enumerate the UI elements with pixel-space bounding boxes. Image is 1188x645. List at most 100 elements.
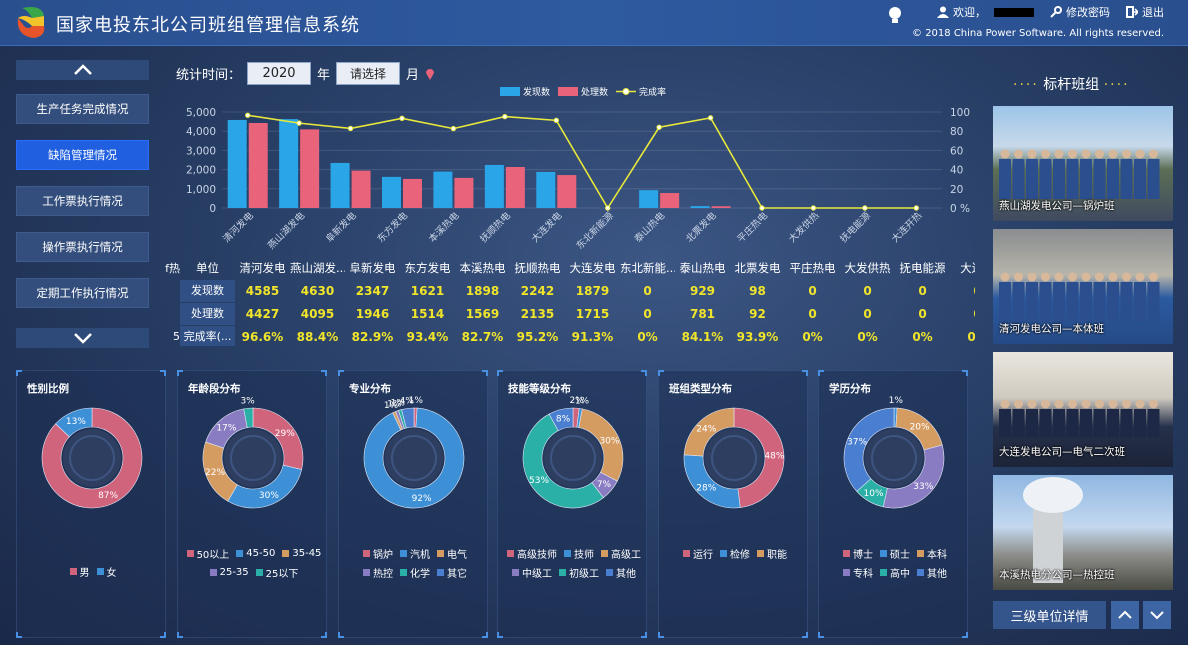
- legend-label: 其他: [927, 569, 947, 580]
- legend-label: 高级技师: [517, 550, 557, 561]
- legend-item: 中级工: [512, 565, 552, 580]
- x-tick-label: 北票发电: [683, 209, 719, 245]
- donut-chart: 87% 13%: [41, 407, 143, 509]
- slice-label: 17%: [216, 423, 236, 433]
- year-input[interactable]: 2020: [247, 62, 312, 85]
- person-body: [1012, 159, 1025, 199]
- slice-label: 4%: [400, 396, 415, 406]
- table-cell: 0%: [967, 329, 975, 344]
- slice-label: 20%: [910, 423, 930, 433]
- benchmark-photo[interactable]: 燕山湖发电公司—锅炉班: [993, 106, 1173, 221]
- person-body: [1026, 282, 1038, 322]
- person-head: [1135, 149, 1145, 159]
- app-title: 国家电投东北公司班组管理信息系统: [56, 15, 360, 36]
- nav-up-button[interactable]: [16, 60, 149, 80]
- panel-corner: [802, 370, 808, 376]
- table-cell: 0%: [857, 329, 878, 344]
- legend-label: 博士: [853, 550, 873, 561]
- person-body: [1134, 159, 1146, 199]
- person-head: [1014, 149, 1023, 159]
- person-head: [1027, 272, 1037, 282]
- person-head: [1081, 399, 1091, 409]
- lightbulb-icon[interactable]: [887, 6, 903, 26]
- table-cell: 98: [749, 283, 766, 298]
- slice-label: 87%: [98, 491, 118, 501]
- y-tick-right: 100: [950, 107, 970, 119]
- table-cut-cell: f热: [165, 261, 180, 275]
- slice-label: 92%: [412, 494, 432, 504]
- table-cell: 0%: [912, 329, 933, 344]
- person-head: [1014, 272, 1023, 282]
- person-body: [1039, 159, 1052, 199]
- rate-point: [502, 113, 508, 120]
- chevron-up-icon: [1118, 610, 1132, 619]
- group-photo-image: [999, 149, 1160, 199]
- legend-item: 锅炉: [363, 546, 393, 561]
- unit-details-button[interactable]: 三级单位详情: [993, 601, 1106, 629]
- x-tick-label: 燕山湖发电: [265, 209, 307, 251]
- slice-label: 7%: [597, 480, 612, 490]
- table-header: 燕山湖发...: [290, 260, 345, 275]
- table-cell: 4095: [300, 306, 335, 321]
- slice-label: 1%: [391, 398, 406, 408]
- donut-slice: [683, 407, 735, 457]
- pie-panel: 性别比例 87% 13% 男女: [16, 370, 166, 638]
- benchmark-photo[interactable]: 本溪热电分公司—热控班: [993, 475, 1173, 590]
- panel-corner: [338, 632, 344, 638]
- legend-item: 技师: [564, 546, 594, 561]
- legend-item: 女: [96, 564, 117, 579]
- nav-down-button[interactable]: [16, 328, 149, 348]
- person-body: [1147, 409, 1160, 437]
- key-icon: [1050, 6, 1062, 18]
- copyright: © 2018 China Power Software. All rights …: [912, 28, 1164, 39]
- month-select[interactable]: 请选择: [336, 62, 401, 85]
- change-password-link[interactable]: 修改密码: [1050, 4, 1110, 20]
- photos-up-button[interactable]: [1111, 601, 1139, 629]
- y-tick-left: 0: [209, 203, 216, 215]
- person-head: [1068, 399, 1077, 409]
- legend-label: 初级工: [569, 569, 599, 580]
- panel-corner: [16, 632, 22, 638]
- rate-point: [347, 125, 354, 132]
- location-pin-icon: [426, 68, 435, 80]
- nav-item-periodic-work[interactable]: 定期工作执行情况: [16, 278, 149, 308]
- legend-label: 运行: [693, 550, 713, 561]
- person-body: [1147, 159, 1160, 199]
- table-cell: 1946: [355, 306, 390, 321]
- table-cell: 2135: [520, 306, 555, 321]
- slice-label: 1%: [384, 401, 399, 411]
- table-header: 北票发电: [734, 260, 781, 275]
- slice-label: 10%: [864, 489, 884, 499]
- legend-label: 汽机: [410, 550, 430, 561]
- row-label: 处理数: [180, 302, 235, 325]
- slice-label: 48%: [764, 451, 784, 461]
- logout-link[interactable]: 退出: [1126, 4, 1164, 20]
- table-cell: 0: [918, 306, 927, 321]
- y-tick-right: 60: [950, 145, 963, 157]
- defect-table: f热 单位 清河发电 燕山湖发... 阜新发电 东方发电 本溪热电 抚顺热电 大…: [155, 256, 975, 346]
- x-tick-label: 东北新能源: [574, 209, 616, 251]
- donut-inner-ring: [871, 435, 917, 481]
- benchmark-photo[interactable]: 大连发电公司—电气二次班: [993, 352, 1173, 467]
- y-tick-right: 80: [950, 126, 963, 138]
- nav-item-defects[interactable]: 缺陷管理情况: [16, 140, 149, 170]
- rate-point: [759, 205, 765, 211]
- photos-down-button[interactable]: [1143, 601, 1171, 629]
- pie-panel: 学历分布 1% 20% 33% 10% 37% 博士 硕士 本科 专科 高中 其他: [818, 370, 968, 638]
- person-body: [1107, 282, 1119, 322]
- slice-label: 3%: [240, 396, 255, 406]
- bar-found: [227, 119, 247, 208]
- nav-item-production[interactable]: 生产任务完成情况: [16, 94, 149, 124]
- donut-hole: [705, 429, 763, 487]
- pie-legend: 高级技师 技师 高级工 中级工 初级工 其他: [504, 546, 644, 580]
- legend-swatch: [209, 569, 217, 576]
- table-cell: 82.7%: [461, 329, 504, 344]
- legend-label: 完成率: [639, 86, 666, 98]
- bar-handled: [248, 123, 268, 208]
- bar-handled: [351, 170, 371, 208]
- nav-item-work-tickets[interactable]: 工作票执行情况: [16, 186, 149, 216]
- table-cell: 0: [808, 306, 817, 321]
- benchmark-photo[interactable]: 清河发电公司—本体班: [993, 229, 1173, 344]
- nav-item-operation-tickets[interactable]: 操作票执行情况: [16, 232, 149, 262]
- legend-swatch: [559, 569, 566, 576]
